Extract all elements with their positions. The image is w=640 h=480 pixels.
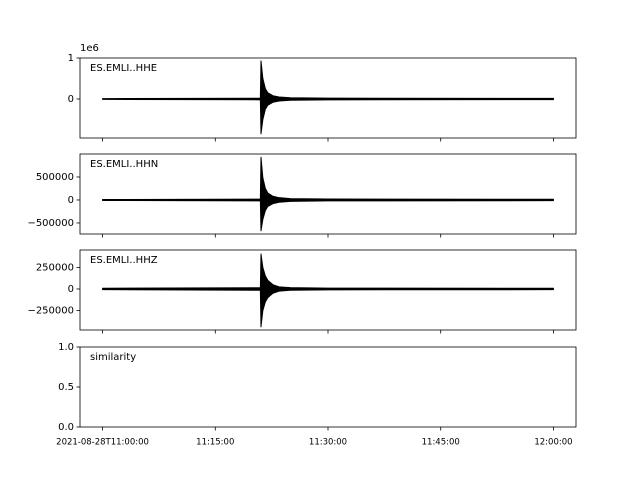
waveform	[102, 156, 554, 232]
y-offset-label: 1e6	[80, 43, 99, 54]
y-tick-label: 500000	[36, 172, 74, 183]
waveform	[102, 253, 554, 328]
y-tick-label: 0	[68, 94, 74, 105]
x-tick-label: 11:45:00	[422, 438, 460, 448]
x-tick-label: 12:00:00	[534, 438, 572, 448]
y-tick-label: −500000	[27, 218, 74, 229]
trace-label: ES.EMLI..HHZ	[90, 255, 158, 266]
x-tick-label: 11:30:00	[309, 438, 347, 448]
x-tick-label: 2021-08-28T11:00:00	[56, 438, 149, 448]
y-tick-label: 0.0	[58, 422, 74, 433]
y-tick-label: 250000	[36, 262, 74, 273]
trace-label: ES.EMLI..HHE	[90, 63, 157, 74]
y-tick-label: 0	[68, 284, 74, 295]
y-tick-label: 1	[68, 53, 74, 64]
waveform	[102, 60, 554, 135]
trace-label: ES.EMLI..HHN	[90, 159, 158, 170]
y-tick-label: 1.0	[58, 342, 74, 353]
x-tick-label: 11:15:00	[196, 438, 234, 448]
y-tick-label: 0.5	[58, 382, 74, 393]
axes-frame	[79, 346, 577, 428]
y-tick-label: 0	[68, 195, 74, 206]
trace-label: similarity	[90, 352, 136, 363]
y-tick-label: −250000	[27, 305, 74, 316]
